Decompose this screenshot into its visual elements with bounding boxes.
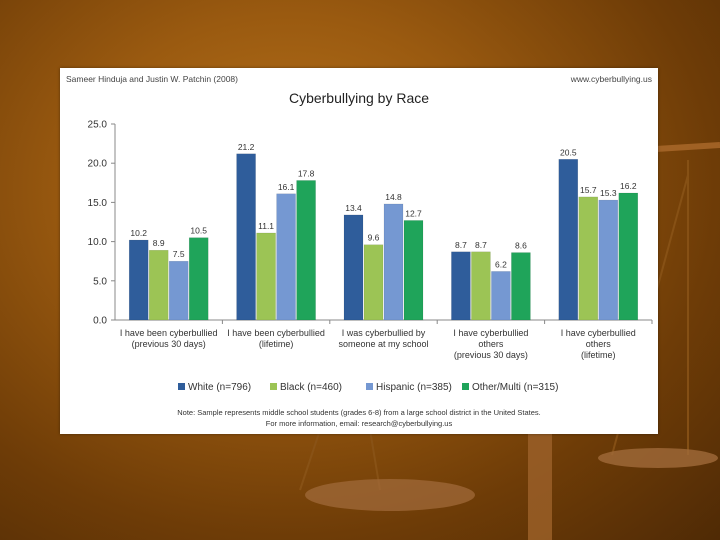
chart-title: Cyberbullying by Race [288,90,430,106]
bar [236,153,256,321]
legend-swatch [270,383,277,390]
legend-label: Other/Multi (n=315) [472,382,558,393]
y-tick-label: 10.0 [88,237,108,248]
data-label: 7.5 [173,249,185,259]
bar [256,232,276,321]
chart-panel: Sameer Hinduja and Justin W. Patchin (20… [60,68,658,434]
y-tick-label: 25.0 [88,120,108,131]
bar [296,180,316,321]
data-label: 9.6 [368,233,380,243]
y-tick-label: 5.0 [93,276,107,287]
data-label: 16.1 [278,182,295,192]
y-tick-label: 20.0 [88,159,108,170]
legend-swatch [366,383,373,390]
contact-text: For more information, email: research@cy… [265,419,453,428]
bar [276,193,296,321]
legend-label: White (n=796) [188,382,251,393]
bar [511,252,531,321]
legend-label: Black (n=460) [280,382,342,393]
data-label: 10.2 [130,228,147,238]
legend-swatch [178,383,185,390]
citation-text: Sameer Hinduja and Justin W. Patchin (20… [66,74,238,84]
data-label: 20.5 [560,147,577,157]
data-label: 8.7 [455,240,467,250]
x-tick-label: (lifetime) [259,339,294,349]
footnote-text: Note: Sample represents middle school st… [177,408,541,417]
y-tick-label: 15.0 [88,198,108,209]
bar [471,251,491,321]
bar [598,199,619,321]
data-label: 8.6 [515,241,527,251]
data-label: 15.7 [580,185,597,195]
data-label: 10.5 [190,226,207,236]
data-label: 8.7 [475,240,487,250]
data-label: 13.4 [345,203,362,213]
x-tick-label: (previous 30 days) [454,350,528,360]
x-tick-label: (previous 30 days) [132,339,206,349]
data-label: 21.2 [238,142,255,152]
data-label: 11.1 [258,221,274,231]
bar [128,239,149,321]
data-label: 16.2 [620,181,637,191]
x-tick-label: I was cyberbullied by [342,328,426,338]
legend-swatch [462,383,469,390]
legend-label: Hispanic (n=385) [376,382,452,393]
bar [168,260,189,321]
x-tick-label: I have cyberbullied [453,328,528,338]
bar [383,203,404,321]
x-tick-label: I have been cyberbullied [120,328,218,338]
data-label: 6.2 [495,259,507,269]
bar [403,220,424,321]
x-tick-label: someone at my school [338,339,428,349]
bar [491,271,511,321]
bar [578,196,599,321]
x-tick-label: (lifetime) [581,350,616,360]
x-tick-label: others [478,339,504,349]
x-tick-label: I have been cyberbullied [227,328,325,338]
bar [343,214,364,321]
bar [148,249,169,321]
website-text: www.cyberbullying.us [570,74,652,84]
bar [451,251,471,321]
data-label: 12.7 [405,208,422,218]
data-label: 17.8 [298,168,315,178]
y-tick-label: 0.0 [93,316,107,327]
bar [558,159,579,321]
x-tick-label: others [586,339,612,349]
x-tick-label: I have cyberbullied [561,328,636,338]
data-label: 15.3 [600,188,617,198]
bar-chart: 0.0 5.0 10.0 15.0 20.0 25.0 10.2 8.9 7.5 10.5 I ha… [88,120,653,393]
data-label: 14.8 [385,192,402,202]
bar [618,192,639,321]
data-label: 8.9 [153,238,165,248]
bar [188,237,209,321]
bar [363,244,384,321]
